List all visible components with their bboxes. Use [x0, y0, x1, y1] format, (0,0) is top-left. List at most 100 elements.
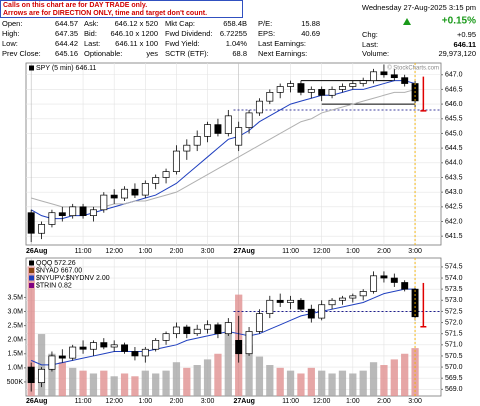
- candle-body: [38, 368, 46, 383]
- legend-swatch: [29, 65, 34, 71]
- candle-body: [370, 71, 378, 81]
- candle-body: [338, 297, 346, 301]
- legend-label: QQQ 572.26: [36, 260, 76, 267]
- quote-label: Next Earnings:: [258, 49, 307, 58]
- candle-body: [224, 322, 232, 335]
- quote-value: 646.10 x 1200: [110, 29, 158, 38]
- y-tick-label: 570.0: [445, 364, 463, 371]
- quote-value: 29,973,120: [438, 49, 476, 58]
- volume-bar: [307, 367, 315, 396]
- y2-tick-label: 1.0M: [7, 365, 23, 372]
- quote-label: P/E:: [258, 19, 272, 28]
- y-tick-label: 642.5: [445, 204, 463, 211]
- candle-body: [287, 299, 295, 303]
- volume-bar: [411, 348, 419, 396]
- candle-body: [318, 304, 326, 319]
- legend-label: $TRIN 0.82: [36, 282, 72, 289]
- y-tick-label: 642.0: [445, 218, 463, 225]
- volume-bar: [162, 370, 170, 396]
- quote-label: Chg:: [362, 30, 378, 39]
- candle-body: [89, 209, 97, 216]
- notice-line: Calls on this chart are for DAY TRADE on…: [3, 2, 147, 9]
- x-tick-label: 1:00: [139, 248, 153, 255]
- quote-value: 68.8: [232, 49, 247, 58]
- y-tick-label: 570.5: [445, 353, 463, 360]
- y-tick-label: 574.0: [445, 275, 463, 282]
- y-tick-label: 646.5: [445, 86, 463, 93]
- volume-bar: [214, 353, 222, 396]
- watermark: © StockCharts.com: [387, 65, 439, 72]
- volume-bar: [152, 373, 160, 396]
- candle-body: [255, 100, 263, 114]
- volume-bar: [286, 370, 295, 396]
- candle-body: [69, 206, 77, 216]
- volume-bar: [120, 373, 129, 396]
- quote-label: High:: [2, 29, 20, 38]
- quote-label: Bid:: [84, 29, 97, 38]
- candle-body: [27, 366, 35, 383]
- x-tick-label: 3:00: [201, 248, 215, 255]
- candle-body: [235, 127, 243, 146]
- y-tick-label: 641.5: [445, 233, 463, 240]
- y-tick-label: 643.5: [445, 174, 463, 181]
- moving-average: [31, 88, 416, 208]
- candle-body: [214, 324, 222, 335]
- candle-body: [193, 136, 201, 146]
- quote-label: Optionable:: [84, 49, 122, 58]
- y-tick-label: 644.5: [445, 145, 463, 152]
- quote-value: 646.11 x 100: [115, 39, 158, 48]
- volume-bar: [141, 370, 149, 396]
- volume-bar: [172, 362, 181, 396]
- candle-body: [79, 206, 87, 216]
- candle-body: [172, 150, 180, 172]
- candle-body: [27, 212, 35, 234]
- volume-bar: [245, 345, 253, 396]
- x-tick-label: 26Aug: [26, 248, 47, 255]
- x-tick-label: 11:00: [282, 398, 299, 405]
- candle-body: [266, 299, 274, 314]
- volume-bar: [401, 353, 409, 396]
- quote-label: Ask:: [84, 19, 99, 28]
- volume-bar: [318, 370, 326, 396]
- volume-bar: [100, 370, 108, 396]
- x-tick-label: 26Aug: [26, 398, 47, 405]
- candle-body: [58, 212, 66, 216]
- candle-body: [183, 326, 191, 335]
- candle-body: [307, 89, 315, 93]
- candle-body: [193, 328, 201, 335]
- x-tick-label: 12:00: [313, 398, 331, 405]
- y-tick-label: 644.0: [445, 160, 463, 167]
- legend-swatch: [29, 283, 34, 288]
- candle-body: [318, 89, 326, 96]
- candle-body: [162, 333, 170, 341]
- volume-bar: [110, 376, 118, 396]
- volume-bar: [328, 373, 336, 396]
- x-tick-label: 12:00: [313, 248, 331, 255]
- legend-swatch: [29, 260, 34, 266]
- legend-label: SPY (5 min) 646.11: [36, 65, 97, 72]
- candle-body: [235, 340, 243, 355]
- quote-label: Last:: [362, 40, 378, 49]
- volume-bar: [276, 367, 284, 396]
- volume-bar: [131, 376, 139, 396]
- y2-tick-label: 2.5M: [7, 322, 23, 329]
- quote-value: 1.04%: [226, 39, 248, 48]
- x-tick-label: 11:00: [75, 248, 92, 255]
- y-tick-label: 574.5: [445, 264, 463, 271]
- y-tick-label: 573.5: [445, 286, 463, 293]
- quote-value: yes: [146, 49, 158, 58]
- volume-bar: [79, 370, 87, 396]
- candle-body: [100, 342, 108, 348]
- candle-body: [390, 74, 398, 79]
- candle-body: [121, 344, 129, 352]
- legend-swatch: [29, 268, 34, 273]
- candle-body: [359, 291, 367, 297]
- candle-body: [276, 299, 284, 303]
- x-tick-label: 12:00: [105, 248, 123, 255]
- candle-body: [349, 83, 357, 87]
- x-tick-label: 27Aug: [234, 398, 255, 405]
- y-tick-label: 646.0: [445, 101, 463, 108]
- candle-body: [224, 115, 232, 134]
- volume-bar: [297, 373, 305, 396]
